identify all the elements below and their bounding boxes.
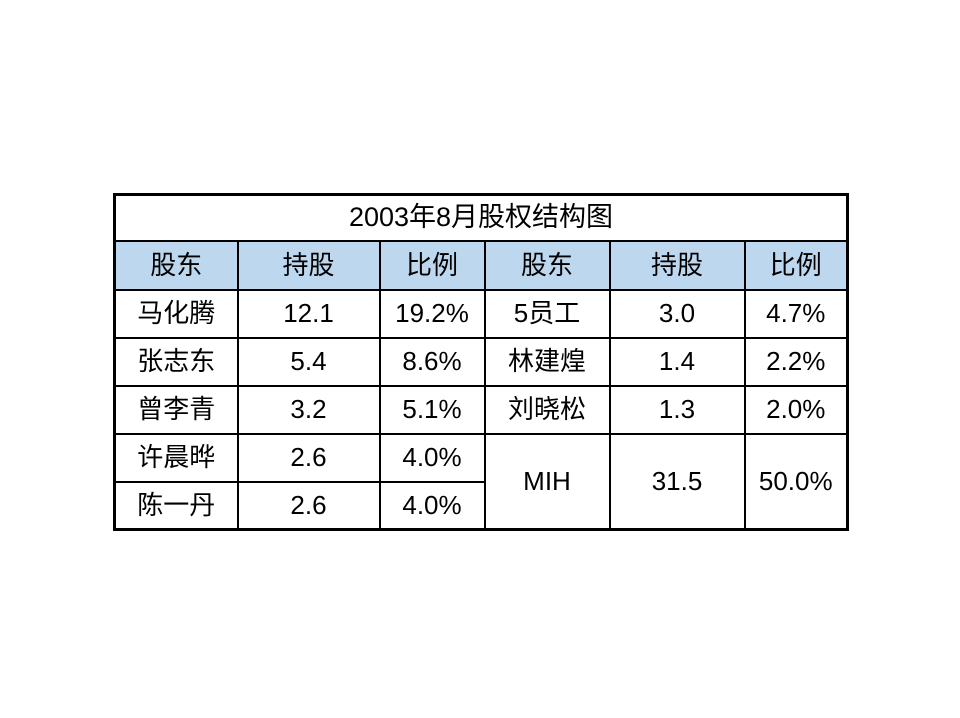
shareholder-cell: 许晨晔 xyxy=(113,432,239,483)
table-row: 陈一丹 2.6 4.0% xyxy=(113,480,848,531)
mih-shareholder-cell: MIH xyxy=(483,432,611,531)
table-row: 曾李青 3.2 5.1% 刘晓松 1.3 2.0% xyxy=(113,384,849,435)
ratio-cell: 19.2% xyxy=(378,288,486,339)
column-header-ratio-left: 比例 xyxy=(378,239,486,291)
column-header-shares-right: 持股 xyxy=(608,239,746,291)
equity-structure-table: 2003年8月股权结构图 股东 持股 比例 股东 持股 比例 马化腾 12.1 … xyxy=(113,193,849,531)
ratio-cell: 8.6% xyxy=(378,336,486,387)
shares-cell: 5.4 xyxy=(236,336,381,387)
shares-cell: 2.6 xyxy=(236,432,381,483)
shares-cell: 1.3 xyxy=(608,384,746,435)
ratio-cell: 2.0% xyxy=(743,384,849,435)
ratio-cell: 5.1% xyxy=(378,384,486,435)
table-row: 张志东 5.4 8.6% 林建煌 1.4 2.2% xyxy=(113,336,849,387)
shareholder-cell: 刘晓松 xyxy=(483,384,611,435)
column-header-shareholder-right: 股东 xyxy=(483,239,611,291)
table-header-row: 股东 持股 比例 股东 持股 比例 xyxy=(113,239,849,291)
table-title-row: 2003年8月股权结构图 xyxy=(113,193,849,242)
shareholder-cell: 曾李青 xyxy=(113,384,239,435)
shareholder-cell: 马化腾 xyxy=(113,288,239,339)
ratio-cell: 4.7% xyxy=(743,288,849,339)
shares-cell: 1.4 xyxy=(608,336,746,387)
table-row: 许晨晔 2.6 4.0% MIH 31.5 50.0% xyxy=(113,432,849,531)
shareholder-cell: 张志东 xyxy=(113,336,239,387)
column-header-shares-left: 持股 xyxy=(236,239,381,291)
shares-cell: 3.2 xyxy=(236,384,381,435)
shareholder-cell: 陈一丹 xyxy=(113,480,239,531)
shareholder-cell: 林建煌 xyxy=(483,336,611,387)
table-row: 马化腾 12.1 19.2% 5员工 3.0 4.7% xyxy=(113,288,849,339)
ratio-cell: 4.0% xyxy=(378,432,486,483)
shares-cell: 3.0 xyxy=(608,288,746,339)
column-header-shareholder-left: 股东 xyxy=(113,239,239,291)
ratio-cell: 2.2% xyxy=(743,336,849,387)
mih-shares-cell: 31.5 xyxy=(608,432,746,531)
column-header-ratio-right: 比例 xyxy=(743,239,849,291)
shares-cell: 12.1 xyxy=(236,288,381,339)
shares-cell: 2.6 xyxy=(236,480,381,531)
table-title: 2003年8月股权结构图 xyxy=(113,193,849,242)
shareholder-cell: 5员工 xyxy=(483,288,611,339)
ratio-cell: 4.0% xyxy=(378,480,486,531)
mih-ratio-cell: 50.0% xyxy=(743,432,849,531)
